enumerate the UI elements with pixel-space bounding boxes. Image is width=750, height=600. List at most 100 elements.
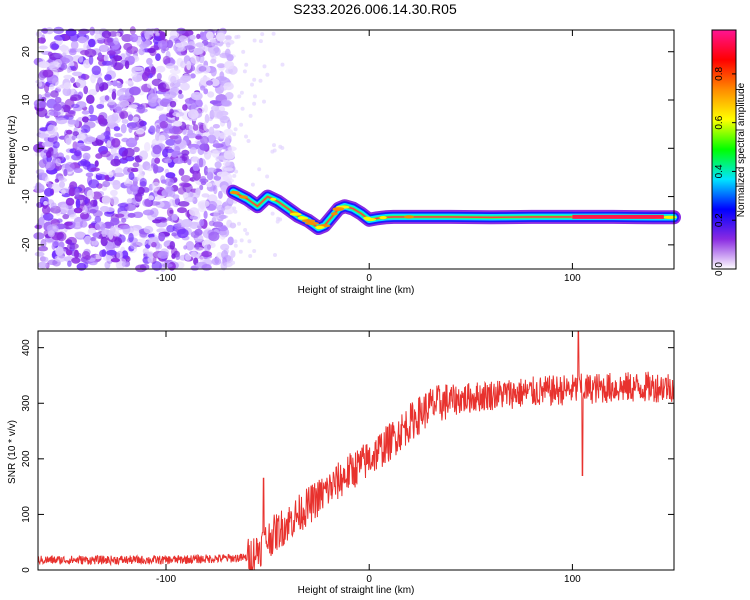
noise-speckle [37,61,50,69]
noise-speckle [203,165,209,176]
noise-speckle [69,214,78,219]
snr-panel: -100 0 100 0 100 200 300 400 Height of straight… [7,330,675,596]
noise-speckle [157,40,168,49]
noise-speckle [128,55,135,65]
noise-speckle [225,178,235,183]
noise-speckle [54,34,65,41]
noise-speckle [128,232,134,243]
noise-speckle [186,60,192,71]
noise-speckle [175,42,184,48]
ridge-hotspot [305,221,319,225]
noise-speckle [179,182,191,188]
noise-speckle [232,132,237,137]
y-tick-label: 100 [21,506,32,523]
noise-speckle [234,169,239,174]
noise-speckle [54,96,62,104]
noise-speckle [47,230,55,238]
noise-speckle [50,202,57,209]
noise-speckle [94,33,105,41]
noise-speckle [155,105,164,111]
ridge-hotspot [403,215,415,219]
noise-speckle [199,143,209,151]
noise-speckle [110,158,121,167]
noise-speckle [51,43,59,50]
noise-speckle [175,254,181,260]
noise-speckle [173,120,183,127]
noise-speckle [81,251,91,260]
noise-speckle [146,165,154,172]
noise-speckle [108,230,114,240]
noise-speckle [170,75,177,84]
noise-speckle [201,251,213,258]
noise-speckle [88,227,97,234]
noise-speckle [148,201,161,206]
noise-speckle [120,123,127,134]
noise-speckle [214,161,222,169]
noise-speckle [132,116,139,123]
noise-speckle [42,256,49,263]
noise-speckle [216,171,227,177]
noise-speckle [64,221,73,226]
noise-speckle [112,80,118,87]
noise-speckle [130,33,139,43]
noise-speckle [194,228,203,236]
noise-speckle [70,94,82,101]
noise-speckle [230,250,236,258]
noise-speckle [169,100,177,108]
noise-speckle [143,225,154,234]
noise-speckle [42,69,54,78]
noise-speckle [88,55,94,65]
noise-speckle [71,103,80,109]
noise-speckle [112,55,123,62]
noise-speckle [74,249,79,259]
noise-speckle [51,77,59,86]
noise-speckle [38,45,48,50]
noise-speckle [169,241,176,250]
colorbar-tick-label: 0.4 [714,164,725,178]
noise-speckle [104,74,112,81]
noise-speckle [112,180,121,190]
noise-speckle [42,212,54,221]
noise-speckle [124,183,132,189]
noise-speckle [132,162,140,168]
noise-speckle [62,213,70,220]
noise-speckle [55,117,68,125]
noise-speckle [90,237,97,242]
noise-speckle [42,27,48,35]
colorbar-gradient [712,30,736,269]
noise-speckle [139,43,148,49]
noise-speckle [137,104,146,114]
spectrogram-frame [37,29,675,270]
noise-speckle [94,221,106,231]
noise-speckle [195,98,203,109]
noise-speckle [229,222,237,229]
noise-speckle [57,175,65,181]
noise-speckle [148,195,154,201]
noise-speckle [44,91,51,98]
noise-speckle [189,147,197,155]
noise-speckle [174,134,182,145]
noise-speckle [54,178,60,183]
ridge-hotspot [330,212,338,216]
noise-speckle [125,137,138,148]
noise-speckle [213,175,222,181]
noise-speckle [206,182,213,188]
noise-speckle [113,126,121,132]
noise-speckle [182,104,188,111]
noise-speckle [44,176,50,185]
noise-speckle [78,28,90,35]
noise-speckle [104,207,115,213]
noise-speckle [128,104,138,109]
noise-speckle [197,200,210,208]
noise-speckle [113,172,125,177]
noise-speckle [199,255,204,263]
noise-speckle [190,55,201,64]
noise-speckle [210,66,217,77]
noise-speckle [154,157,161,164]
colorbar-tick-label: 0.0 [714,262,725,276]
noise-speckle [75,143,80,150]
noise-speckle [103,54,109,63]
noise-speckle [200,135,209,145]
noise-speckle [218,229,227,236]
y-tick-label: 0 [21,567,32,573]
